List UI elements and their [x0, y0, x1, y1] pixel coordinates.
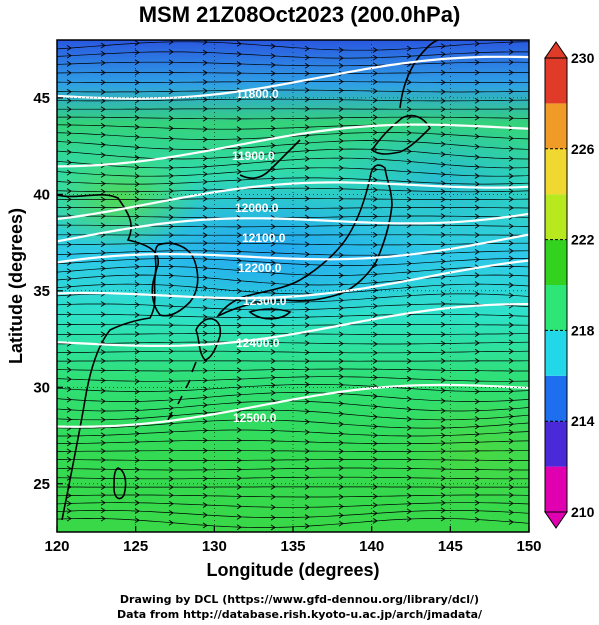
- colorbar-segment: [545, 375, 567, 422]
- coastline: [57, 40, 439, 521]
- colorbar-segment: [545, 466, 567, 512]
- contour-line: [57, 383, 529, 428]
- y-tick-label: 25: [33, 476, 50, 493]
- contour-label: 11800.0: [236, 87, 279, 101]
- colorbar-segment: [545, 239, 567, 285]
- x-tick-label: 130: [202, 538, 227, 555]
- colorbar-segment: [545, 330, 567, 376]
- x-tick-label: 125: [123, 538, 148, 555]
- contour-line: [57, 303, 529, 347]
- contour-label: 12100.0: [242, 231, 286, 245]
- contour-label: 12200.0: [238, 261, 282, 275]
- y-axis-ticks: 25 30 35 40 45: [33, 90, 63, 493]
- contour-line: [57, 259, 529, 300]
- colorbar-segment: [545, 194, 567, 240]
- x-axis-ticks: 120 125 130 135 140 145 150: [44, 526, 542, 555]
- contour-label: 11900.0: [232, 149, 275, 163]
- chart-title: MSM 21Z08Oct2023 (200.0hPa): [138, 2, 461, 27]
- contour-line: [57, 212, 529, 243]
- colorbar-label: 230: [571, 50, 595, 66]
- colorbar-label: 222: [571, 232, 595, 248]
- colorbar-min-arrow: [544, 511, 568, 529]
- colorbar-segment: [545, 421, 567, 467]
- contour-line: [57, 233, 529, 264]
- credit-data: Data from http://database.rish.kyoto-u.a…: [116, 608, 483, 621]
- colorbar: 230 226 222 218 214 210: [544, 41, 595, 529]
- x-tick-label: 120: [44, 538, 69, 555]
- colorbar-label: 218: [571, 322, 595, 338]
- colorbar-max-arrow: [544, 41, 568, 59]
- contour-line: [57, 123, 529, 168]
- colorbar-label: 210: [571, 504, 595, 520]
- x-tick-label: 150: [516, 538, 541, 555]
- map-gridlines: [57, 40, 529, 532]
- x-tick-label: 145: [438, 538, 463, 555]
- colorbar-label: 214: [571, 413, 595, 429]
- colorbar-label: 226: [571, 141, 595, 157]
- x-tick-label: 135: [280, 538, 305, 555]
- contour-label: 12400.0: [236, 336, 280, 350]
- contour-line: [57, 55, 529, 100]
- y-tick-label: 30: [33, 379, 50, 396]
- contour-line: [57, 181, 529, 221]
- x-tick-label: 140: [359, 538, 384, 555]
- contour-label: 12000.0: [235, 201, 279, 215]
- colorbar-segment: [545, 285, 567, 331]
- y-tick-label: 40: [33, 186, 50, 203]
- y-axis-label: Latitude (degrees): [6, 208, 26, 364]
- contour-label: 12300.0: [243, 294, 287, 308]
- colorbar-segment: [545, 148, 567, 195]
- credit-drawing: Drawing by DCL (https://www.gfd-dennou.o…: [119, 593, 480, 606]
- colorbar-segment: [545, 58, 567, 104]
- height-contours: 11800.0 11900.0 12000.0 12100.0 12200.0 12300…: [57, 55, 529, 428]
- y-tick-label: 45: [33, 90, 50, 107]
- colorbar-segment: [545, 103, 567, 149]
- x-axis-label: Longitude (degrees): [206, 560, 379, 580]
- contour-label: 12500.0: [233, 411, 277, 425]
- temperature-field: 11800.0 11900.0 12000.0 12100.0 12200.0 12300…: [57, 40, 529, 532]
- y-tick-label: 35: [33, 283, 50, 300]
